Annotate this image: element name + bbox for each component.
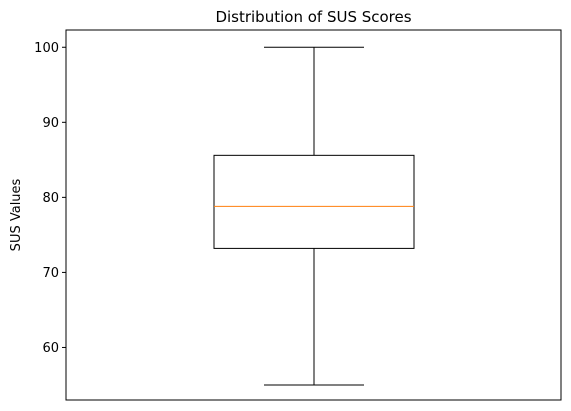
y-axis-label: SUS Values [9,178,24,251]
iqr-box [213,154,415,249]
plot-frame [65,29,562,401]
y-tick-label: 60 [42,341,59,356]
y-tick-label: 70 [42,266,59,281]
y-axis-ticks: 60 70 80 90 100 [34,41,66,356]
y-tick-label: 100 [34,41,59,56]
chart-title: Distribution of SUS Scores [215,8,411,26]
boxplot [213,46,415,386]
y-tick-label: 80 [42,191,59,206]
y-tick-label: 90 [42,116,59,131]
